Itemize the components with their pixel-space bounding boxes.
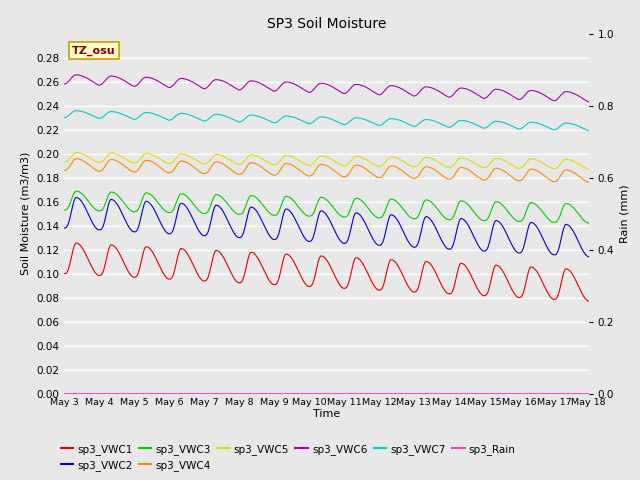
- X-axis label: Time: Time: [313, 409, 340, 419]
- Y-axis label: Rain (mm): Rain (mm): [620, 184, 630, 243]
- Text: TZ_osu: TZ_osu: [72, 46, 115, 56]
- Title: SP3 Soil Moisture: SP3 Soil Moisture: [267, 17, 386, 31]
- Legend: sp3_VWC1, sp3_VWC2, sp3_VWC3, sp3_VWC4, sp3_VWC5, sp3_VWC6, sp3_VWC7, sp3_Rain: sp3_VWC1, sp3_VWC2, sp3_VWC3, sp3_VWC4, …: [56, 439, 520, 475]
- Y-axis label: Soil Moisture (m3/m3): Soil Moisture (m3/m3): [20, 152, 31, 276]
